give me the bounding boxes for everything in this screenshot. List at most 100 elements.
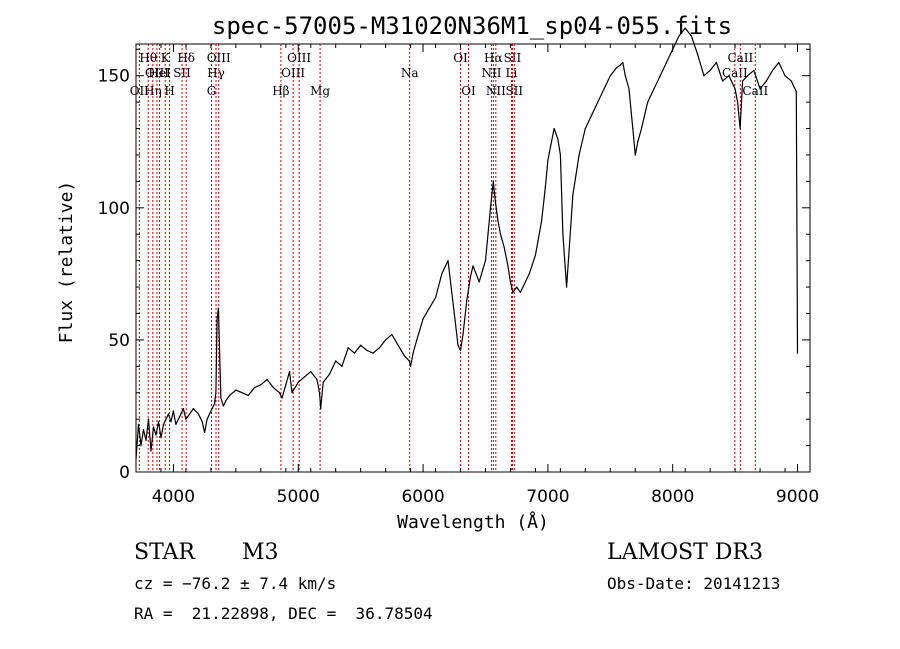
- emission-line-label: Hθ: [139, 51, 157, 65]
- emission-line-label: OII: [130, 84, 150, 98]
- spectrum-point: [318, 392, 321, 394]
- spectrum-point: [391, 334, 393, 336]
- spectrum-point: [434, 297, 437, 299]
- spectrum-point: [447, 260, 449, 262]
- spectrum-point: [206, 418, 208, 420]
- spectrum-point: [528, 273, 530, 275]
- emission-line-label: Hη: [144, 84, 162, 98]
- spectrum-point: [578, 154, 580, 156]
- spectrum-point: [703, 75, 705, 77]
- spectrum-point: [201, 421, 203, 423]
- spectrum-point: [462, 334, 464, 336]
- coordinates-readout: RA = 21.22898, DEC = 36.78504: [134, 604, 433, 623]
- spectrum-point: [347, 347, 349, 349]
- spectrum-point: [214, 402, 216, 404]
- y-tick-label: 150: [98, 67, 130, 87]
- spectrum-point: [697, 53, 699, 56]
- spectrum-point: [316, 378, 318, 381]
- spectrum-point: [609, 75, 611, 77]
- chart-title: spec-57005-M31020N36M1_sp04-055.fits: [212, 12, 732, 40]
- spectrum-point: [281, 397, 283, 399]
- spectrum-point: [678, 35, 680, 37]
- emission-line-label: SII: [173, 66, 191, 80]
- spectrum-point: [225, 400, 227, 402]
- spectrum-point: [372, 352, 374, 354]
- emission-line-label: K: [161, 51, 171, 65]
- spectrum-point: [260, 384, 262, 386]
- spectrum-point: [466, 299, 468, 301]
- spectrum-point: [647, 101, 649, 103]
- emission-line-label: Hα: [484, 51, 503, 65]
- spectrum-point: [709, 69, 711, 72]
- spectrum-point: [459, 349, 462, 352]
- spectrum-point: [253, 386, 256, 389]
- spectrum-point: [211, 407, 213, 410]
- emission-line-label: CaII: [727, 51, 753, 65]
- spectrum-point: [478, 281, 480, 283]
- spectrum-point: [220, 397, 222, 399]
- spectrum-point: [140, 444, 142, 447]
- spectrum-point: [684, 27, 686, 29]
- spectrum-point: [453, 312, 455, 315]
- x-tick-label: 9000: [776, 487, 819, 507]
- spectrum-point: [288, 371, 291, 373]
- emission-line-label: SII: [505, 84, 523, 98]
- spectrum-point: [222, 405, 224, 407]
- emission-line-label: SII: [504, 51, 522, 65]
- spectrum-point: [217, 307, 219, 309]
- spectrum-point: [715, 61, 717, 64]
- spectrum-point: [653, 88, 655, 90]
- spectrum-point: [155, 434, 157, 436]
- spectrum-point: [541, 220, 543, 222]
- spectrum-point: [353, 352, 356, 354]
- plot-frame: [135, 43, 811, 473]
- spectrum-point: [672, 48, 674, 50]
- spectrum-point: [397, 344, 399, 346]
- spectrum-point: [165, 418, 167, 420]
- spectrum-point: [796, 352, 799, 354]
- spectrum-point: [335, 360, 337, 362]
- emission-line-label: Hγ: [207, 66, 225, 80]
- spectrum-point: [512, 291, 514, 293]
- spectrum-point: [441, 273, 443, 275]
- spectrum-point: [728, 75, 730, 77]
- spectrum-point: [553, 127, 555, 130]
- spectrum-point: [497, 220, 499, 222]
- object-class: STAR: [134, 540, 195, 565]
- emission-line-label: HeI: [148, 66, 171, 80]
- spectrum-point: [241, 392, 243, 394]
- spectrum-point: [765, 80, 767, 82]
- spectrum-point: [428, 307, 430, 309]
- spectrum-point: [167, 413, 170, 415]
- spectrum-point: [341, 365, 343, 367]
- emission-line-label: OIII: [287, 51, 311, 65]
- spectrum-point: [297, 381, 299, 383]
- spectrum-point: [489, 207, 492, 209]
- spectrum-point: [516, 286, 518, 288]
- spectrum-point: [416, 339, 418, 341]
- survey-name: LAMOST DR3: [607, 540, 763, 565]
- spectrum-point: [235, 389, 237, 391]
- spectrum-point: [659, 75, 661, 77]
- spectrum-point: [790, 80, 792, 82]
- spectrum-point: [209, 413, 211, 415]
- spectrum-point: [408, 360, 410, 362]
- emission-line-label: NII: [481, 66, 501, 80]
- spectrum-point: [145, 439, 147, 441]
- y-tick-label: 100: [98, 199, 130, 219]
- spectrum-point: [690, 35, 693, 37]
- spectrum-point: [507, 265, 509, 267]
- spectrum-point: [291, 392, 293, 394]
- spectrum-point: [175, 423, 177, 426]
- spectrum-point: [778, 61, 780, 64]
- spectrum-point: [185, 418, 187, 420]
- emission-line-label: OIII: [281, 66, 305, 80]
- emission-line-label: CaII: [742, 84, 768, 98]
- spectrum-point: [409, 365, 412, 367]
- y-tick-label: 0: [119, 463, 130, 483]
- spectrum-point: [160, 437, 162, 439]
- spectrum-point: [422, 318, 424, 320]
- spectrum-point: [559, 154, 561, 156]
- spectrum-point: [378, 347, 380, 349]
- spectrum-point: [328, 373, 331, 375]
